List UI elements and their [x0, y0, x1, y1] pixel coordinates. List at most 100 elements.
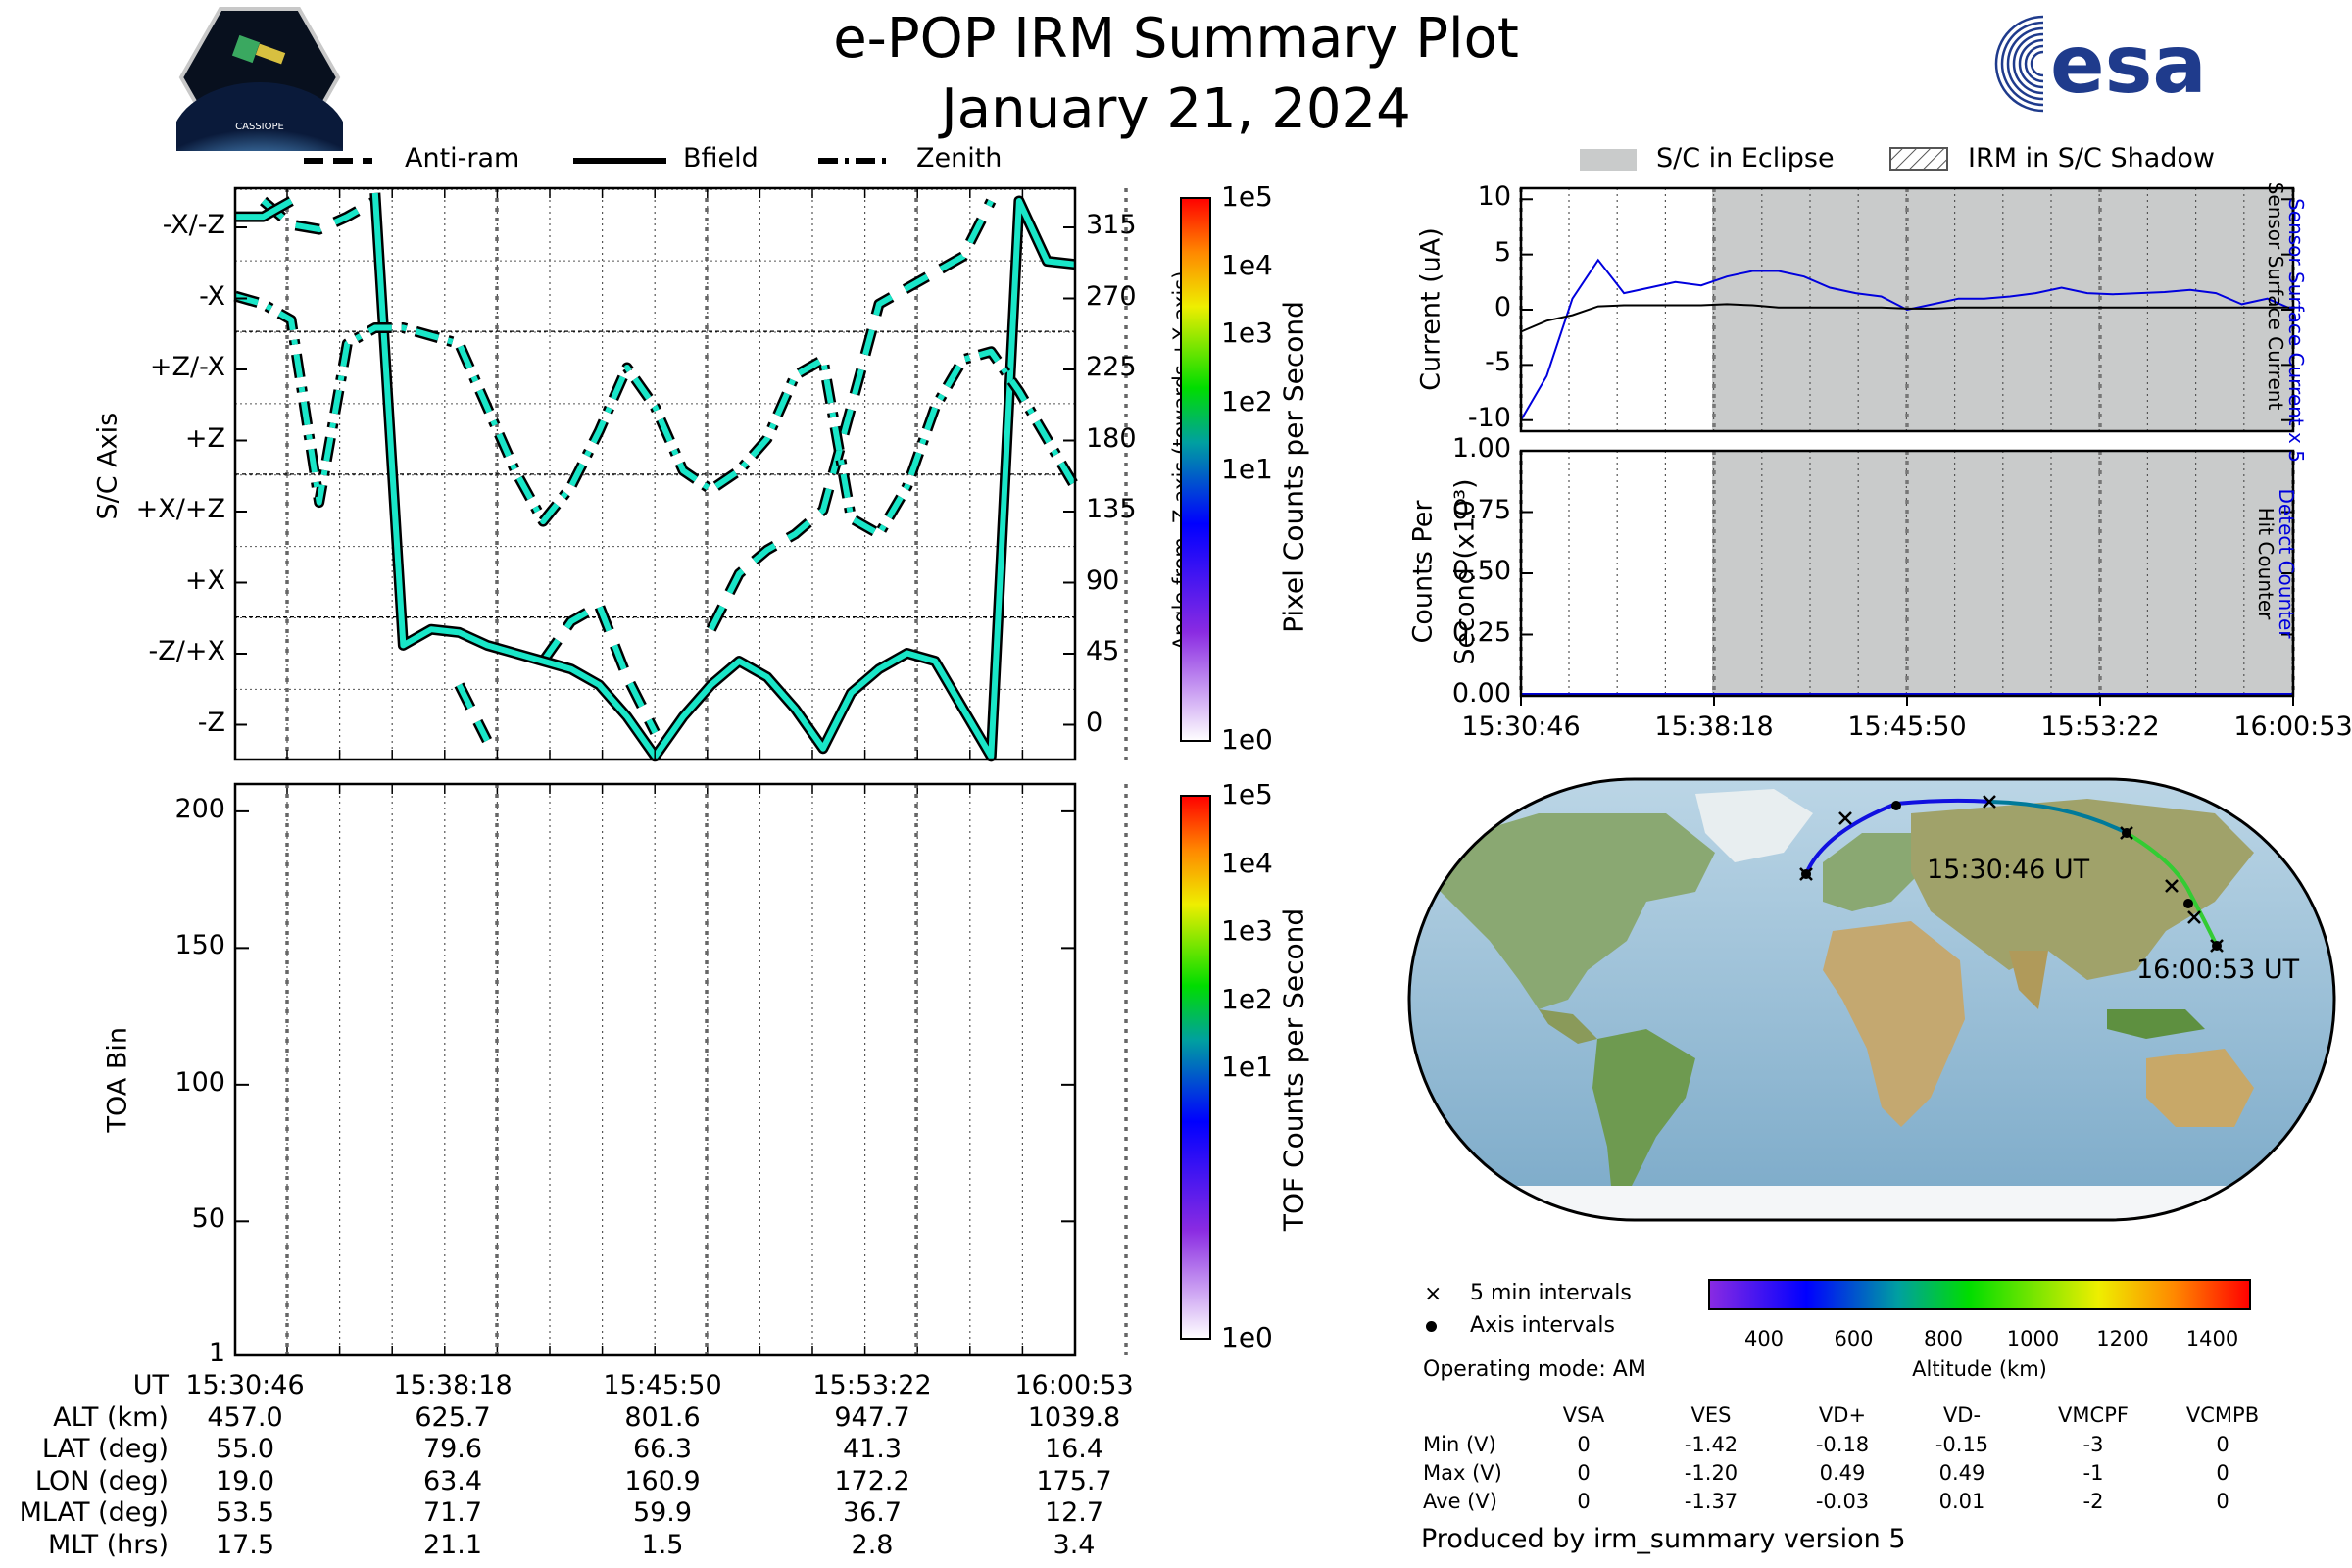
voltage-col-header: VMCPF [2058, 1403, 2129, 1427]
altitude-tick-label: 1400 [2185, 1327, 2239, 1350]
legend-eclipse-swatch [1580, 149, 1637, 171]
toa-ytick-label: 1 [208, 1338, 225, 1368]
voltage-cell: 0 [2216, 1490, 2230, 1513]
voltage-col-header: VD+ [1818, 1403, 1867, 1427]
ephemeris-cell: 41.3 [842, 1434, 903, 1464]
current-ytick-label: 0 [1494, 292, 1511, 322]
ephemeris-cell: 15:45:50 [603, 1370, 722, 1400]
plot-title: e-POP IRM Summary Plot [833, 7, 1519, 71]
ephemeris-cell: 2.8 [851, 1529, 894, 1560]
attitude-y2tick-label: 135 [1086, 494, 1137, 524]
tof-colorbar-label: TOF Counts per Second [1277, 907, 1310, 1232]
ephemeris-cell: 21.1 [422, 1529, 483, 1560]
legend-shadow: IRM in S/C Shadow [1968, 143, 2216, 173]
footer-version: Produced by irm_summary version 5 [1421, 1524, 1906, 1554]
orbit-marker-x [2187, 910, 2201, 924]
voltage-cell: -3 [2082, 1433, 2104, 1456]
voltage-cell: -1 [2082, 1461, 2104, 1485]
altitude-tick-label: 1000 [2006, 1327, 2060, 1350]
voltage-cell: -0.18 [1815, 1433, 1870, 1456]
ephemeris-cell: 15:38:18 [393, 1370, 513, 1400]
colorbar-tick-label: 1e3 [1221, 914, 1273, 947]
pixel-colorbar [1180, 197, 1211, 742]
counts-xtick-label: 15:30:46 [1461, 711, 1581, 742]
map-start-label: 15:30:46 UT [1927, 855, 2090, 885]
ephemeris-cell: 59.9 [632, 1497, 693, 1528]
orbit-marker-x [2165, 879, 2179, 893]
current-ytick-label: 10 [1477, 181, 1511, 213]
counts-right-label-2: Hit Counter [2254, 507, 2278, 620]
ephemeris-cell: 1039.8 [1027, 1401, 1121, 1433]
colorbar-tick-label: 1e4 [1221, 248, 1273, 281]
tof-colorbar [1180, 795, 1211, 1340]
altitude-tick-label: 400 [1743, 1327, 1785, 1350]
cassiope-logo: CASSIOPE [176, 7, 343, 151]
attitude-ytick-label: +X [184, 564, 225, 596]
counts-ylabel-2: Second (x10³) [1449, 478, 1481, 665]
ephemeris-cell: 55.0 [215, 1434, 275, 1464]
attitude-y2tick-label: 225 [1086, 352, 1137, 382]
legend-shadow-swatch [1889, 147, 1948, 171]
voltage-cell: 0.01 [1938, 1490, 1985, 1513]
colorbar-tick-label: 1e3 [1221, 317, 1273, 349]
colorbar-tick-label: 1e5 [1221, 778, 1273, 810]
toa-ytick-label: 100 [174, 1066, 225, 1098]
antarctica-shape [1409, 1186, 2334, 1220]
operating-mode: Operating mode: AM [1423, 1357, 1646, 1382]
map-end-label: 16:00:53 UT [2136, 955, 2300, 985]
ephemeris-cell: 175.7 [1036, 1465, 1112, 1496]
colorbar-tick-label: 1e2 [1221, 982, 1273, 1015]
voltage-cell: 0 [1577, 1433, 1591, 1456]
voltage-cell: 0.49 [1938, 1461, 1985, 1485]
ephemeris-row-label: MLT (hrs) [47, 1529, 169, 1560]
ephemeris-cell: 15:30:46 [185, 1370, 305, 1400]
colorbar-tick-label: 1e1 [1221, 1051, 1273, 1083]
orbit-marker-dot [1801, 869, 1811, 879]
orbit-marker-dot [2183, 899, 2193, 908]
counts-ylabel-1: Counts Per [1407, 500, 1439, 644]
voltage-cell: -1.20 [1684, 1461, 1739, 1485]
ephemeris-cell: 457.0 [207, 1401, 283, 1433]
europe-shape [1823, 833, 1921, 911]
orbit-marker-dot [2212, 941, 2222, 951]
attitude-y2tick-label: 180 [1086, 422, 1137, 454]
current-right-label-1: Sensor Surface Current x 5 [2284, 198, 2308, 463]
series-bfield [235, 192, 1076, 760]
ephemeris-cell: 19.0 [215, 1465, 275, 1496]
counts-ytick-label: 0.75 [1451, 494, 1511, 525]
ephemeris-cell: 172.2 [834, 1465, 910, 1496]
voltage-row-label: Max (V) [1423, 1461, 1502, 1485]
current-ytick-label: -5 [1485, 347, 1511, 378]
altitude-colorbar [1708, 1279, 2251, 1310]
esa-logo-text: esa [2050, 19, 2207, 112]
counts-xtick-label: 15:53:22 [2040, 711, 2160, 742]
attitude-ytick-label: -X/-Z [162, 210, 225, 240]
orbit-marker-x [1983, 795, 1996, 808]
orbit-marker-dot [1891, 801, 1901, 810]
south-america-shape [1592, 1029, 1695, 1196]
attitude-y2tick-label: 315 [1086, 210, 1137, 240]
ephemeris-cell: 3.4 [1053, 1529, 1096, 1560]
counts-xtick-label: 15:38:18 [1654, 711, 1774, 742]
counts-ytick-label: 0.25 [1451, 616, 1511, 648]
ephemeris-cell: 16:00:53 [1014, 1370, 1134, 1400]
orbit-track-teal [1988, 800, 2128, 835]
map-legend-x-marker: × [1424, 1282, 1443, 1306]
colorbar-tick-label: 1e2 [1221, 384, 1273, 417]
ephemeris-cell: 15:53:22 [812, 1370, 932, 1400]
current-ylabel: Current (uA) [1415, 227, 1446, 391]
voltage-row-label: Ave (V) [1423, 1490, 1497, 1513]
attitude-ytick-label: +Z/-X [149, 352, 225, 382]
current-series-0 [1520, 258, 2294, 421]
colorbar-tick-label: 1e0 [1221, 723, 1273, 756]
ephemeris-cell: 79.6 [422, 1434, 483, 1464]
cassiope-logo-text: CASSIOPE [235, 122, 284, 132]
current-right-label-2: Sensor Surface Current [2264, 181, 2287, 411]
ephemeris-cell: 625.7 [415, 1401, 491, 1433]
attitude-ytick-label: -Z [197, 707, 225, 738]
legend-zenith: Zenith [916, 143, 1003, 173]
voltage-cell: 0 [2216, 1461, 2230, 1485]
toa-ytick-label: 200 [174, 793, 225, 824]
ephemeris-cell: 63.4 [422, 1465, 483, 1496]
attitude-y2tick-label: 0 [1086, 707, 1103, 738]
